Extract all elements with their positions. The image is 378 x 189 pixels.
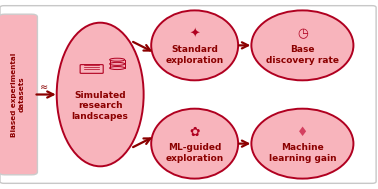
Ellipse shape (151, 10, 238, 80)
Text: ◷: ◷ (297, 28, 308, 40)
Ellipse shape (251, 109, 353, 179)
Text: Machine
learning gain: Machine learning gain (269, 143, 336, 163)
Ellipse shape (151, 109, 238, 179)
Ellipse shape (110, 58, 125, 61)
Text: Simulated
research
landscapes: Simulated research landscapes (72, 91, 129, 121)
Text: Biased experimental
datasets: Biased experimental datasets (11, 52, 25, 137)
Text: ML-guided
exploration: ML-guided exploration (166, 143, 224, 163)
Text: Standard
exploration: Standard exploration (166, 45, 224, 64)
FancyBboxPatch shape (0, 6, 376, 183)
Ellipse shape (251, 10, 353, 80)
Text: ✿: ✿ (189, 126, 200, 139)
Text: ♦: ♦ (297, 126, 308, 139)
Text: ✦: ✦ (189, 28, 200, 40)
Ellipse shape (57, 23, 144, 166)
FancyBboxPatch shape (80, 65, 103, 73)
Text: Base
discovery rate: Base discovery rate (266, 45, 339, 64)
Ellipse shape (110, 62, 125, 65)
Text: ≈: ≈ (40, 82, 48, 92)
Ellipse shape (110, 67, 125, 70)
FancyBboxPatch shape (0, 14, 37, 175)
